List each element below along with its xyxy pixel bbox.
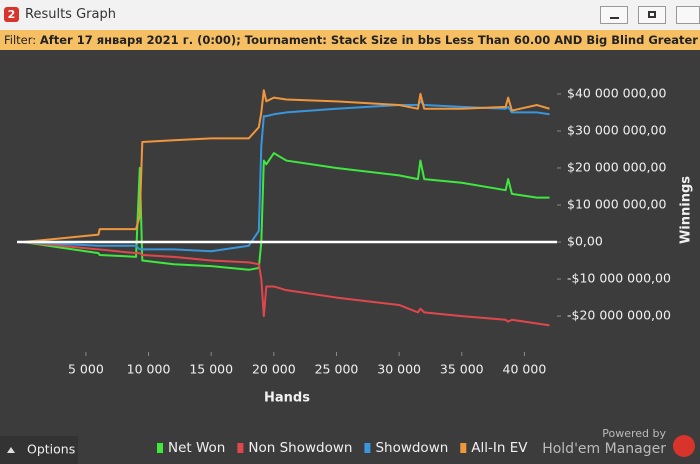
y-tick-label: $30 000 000,00: [567, 122, 666, 137]
y-tick-label: $20 000 000,00: [567, 159, 666, 174]
app-logo: 2: [4, 7, 19, 22]
y-tick-label: -$20 000 000,00: [567, 308, 671, 323]
x-tick-label: 30 000: [377, 362, 421, 377]
y-tick-label: $40 000 000,00: [567, 85, 666, 100]
brand-name: Hold'em Manager: [542, 441, 666, 457]
y-axis-label: Winnings: [679, 176, 694, 244]
x-tick-label: 25 000: [315, 362, 359, 377]
legend-label: All-In EV: [471, 440, 528, 456]
options-label: Options: [27, 442, 75, 457]
x-tick-label: 15 000: [189, 362, 233, 377]
window-title: Results Graph: [25, 7, 116, 22]
chart: Hands Winnings Options Powered by Hold'e…: [0, 85, 695, 464]
x-tick-label: 40 000: [503, 362, 547, 377]
y-tick-label: $0,00: [567, 234, 603, 249]
y-tick-label: -$10 000 000,00: [567, 271, 671, 286]
series-line: [23, 241, 550, 327]
filter-text: After 17 января 2021 г. (0:00); Tourname…: [39, 33, 700, 47]
x-tick-label: 20 000: [252, 362, 296, 377]
x-tick-label: 5 000: [68, 362, 104, 377]
filter-label: Filter:: [4, 33, 37, 47]
legend-swatch: [157, 443, 163, 453]
x-tick-label: 35 000: [440, 362, 484, 377]
legend-label: Non Showdown: [248, 440, 352, 456]
minimize-button[interactable]: [600, 6, 628, 24]
legend-swatch: [460, 443, 467, 453]
close-button[interactable]: [676, 6, 700, 24]
title-bar: 2 Results Graph: [0, 0, 700, 30]
options-button[interactable]: Options: [0, 436, 78, 464]
y-tick-label: $10 000 000,00: [567, 197, 666, 212]
series-line: [23, 89, 550, 244]
legend-swatch: [364, 443, 371, 453]
options-arrow: [7, 447, 15, 453]
legend-label: Showdown: [375, 440, 448, 456]
maximize-button[interactable]: [638, 6, 666, 24]
brand-logo: [673, 435, 695, 457]
x-axis-label: Hands: [264, 391, 310, 406]
series-line: [23, 152, 550, 271]
filter-bar: Filter: After 17 января 2021 г. (0:00); …: [0, 30, 700, 50]
legend-label: Net Won: [168, 440, 225, 456]
legend-swatch: [237, 443, 244, 453]
x-tick-label: 10 000: [127, 362, 171, 377]
powered-by: Powered by: [602, 427, 666, 440]
